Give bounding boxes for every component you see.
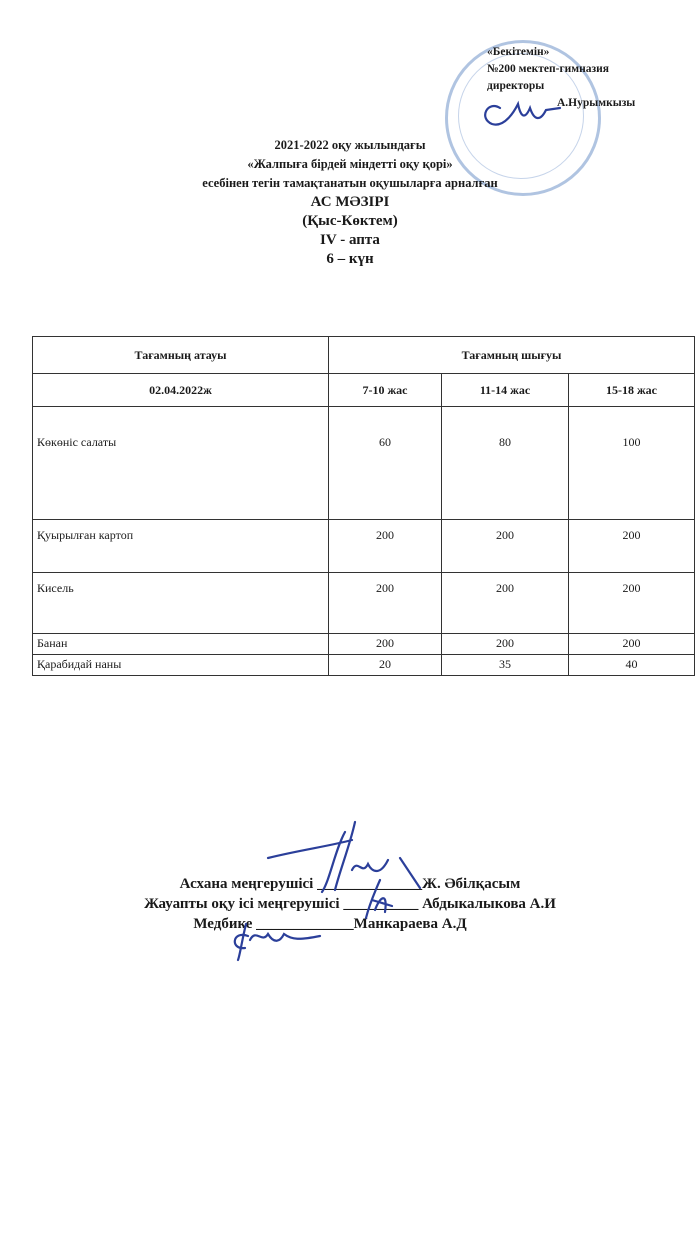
menu-table: Тағамның атауы Тағамның шығуы 02.04.2022…	[32, 336, 695, 676]
portion: 200	[441, 633, 569, 655]
portion: 35	[441, 654, 569, 676]
document-title: АС МӘЗІРІ	[310, 194, 390, 210]
dish-name: Кисель	[32, 572, 329, 634]
signature-name: Абдыкалыкова А.И	[422, 896, 556, 912]
official-stamp	[445, 40, 601, 196]
approval-line: директоры	[487, 80, 545, 92]
table-row: Кисель 200 200 200	[32, 572, 695, 634]
official-stamp-inner	[458, 53, 584, 179]
portion: 60	[328, 406, 442, 520]
signature-line: Асхана меңгерушісі ______________Ж. Әбіл…	[0, 874, 700, 894]
col-header-output: Тағамның шығуы	[328, 336, 695, 374]
dish-name: Қуырылған картоп	[32, 519, 329, 573]
table-row: Көкөніс салаты 60 80 100	[32, 406, 695, 520]
signature-blank: ______________	[317, 876, 423, 892]
header-line: 2021-2022 оқу жылындағы	[274, 138, 426, 152]
signature-line: Жауапты оқу ісі меңгерушісі __________ А…	[0, 894, 700, 914]
canteen-signature	[266, 820, 422, 894]
age-header: 15-18 жас	[568, 373, 695, 407]
table-row: Банан 200 200 200	[32, 633, 695, 655]
age-header: 7-10 жас	[328, 373, 442, 407]
approval-line: А.Нурымкызы	[557, 97, 636, 109]
director-signature	[484, 100, 562, 126]
season: (Қыс-Көктем)	[302, 213, 398, 229]
portion: 200	[568, 519, 695, 573]
academic-signature	[364, 878, 394, 920]
dish-name: Қарабидай наны	[32, 654, 329, 676]
dish-name: Көкөніс салаты	[32, 406, 329, 520]
day: 6 – күн	[326, 251, 374, 267]
signature-line: Медбике _____________Манкараева А.Д	[0, 914, 680, 934]
portion: 200	[568, 572, 695, 634]
signature-role: Жауапты оқу ісі меңгерушісі	[144, 896, 340, 912]
portion: 40	[568, 654, 695, 676]
signature-role: Медбике	[193, 916, 253, 932]
nurse-signature	[233, 922, 322, 962]
portion: 200	[441, 519, 569, 573]
signature-name: Манкараева А.Д	[353, 916, 467, 932]
document-header: 2021-2022 оқу жылындағы «Жалпыға бірдей …	[0, 136, 700, 269]
signature-blank: _____________	[256, 916, 354, 932]
date-cell: 02.04.2022ж	[32, 373, 329, 407]
approval-line: «Бекітемін»	[487, 46, 550, 58]
table-row: Қарабидай наны 20 35 40	[32, 654, 695, 676]
table-row: Қуырылған картоп 200 200 200	[32, 519, 695, 573]
portion: 100	[568, 406, 695, 520]
signature-role: Асхана меңгерушісі	[179, 876, 314, 892]
signature-name: Ж. Әбілқасым	[422, 876, 521, 892]
week: IV - апта	[320, 232, 380, 248]
header-line: «Жалпыға бірдей міндетті оқу қорі»	[247, 157, 453, 171]
approval-block: «Бекітемін» №200 мектеп-гимназия директо…	[487, 44, 635, 112]
portion: 80	[441, 406, 569, 520]
header-line: есебінен тегін тамақтанатын оқушыларға а…	[202, 176, 498, 190]
signature-blank: __________	[343, 896, 419, 912]
approval-line: №200 мектеп-гимназия	[487, 63, 609, 75]
portion: 200	[441, 572, 569, 634]
